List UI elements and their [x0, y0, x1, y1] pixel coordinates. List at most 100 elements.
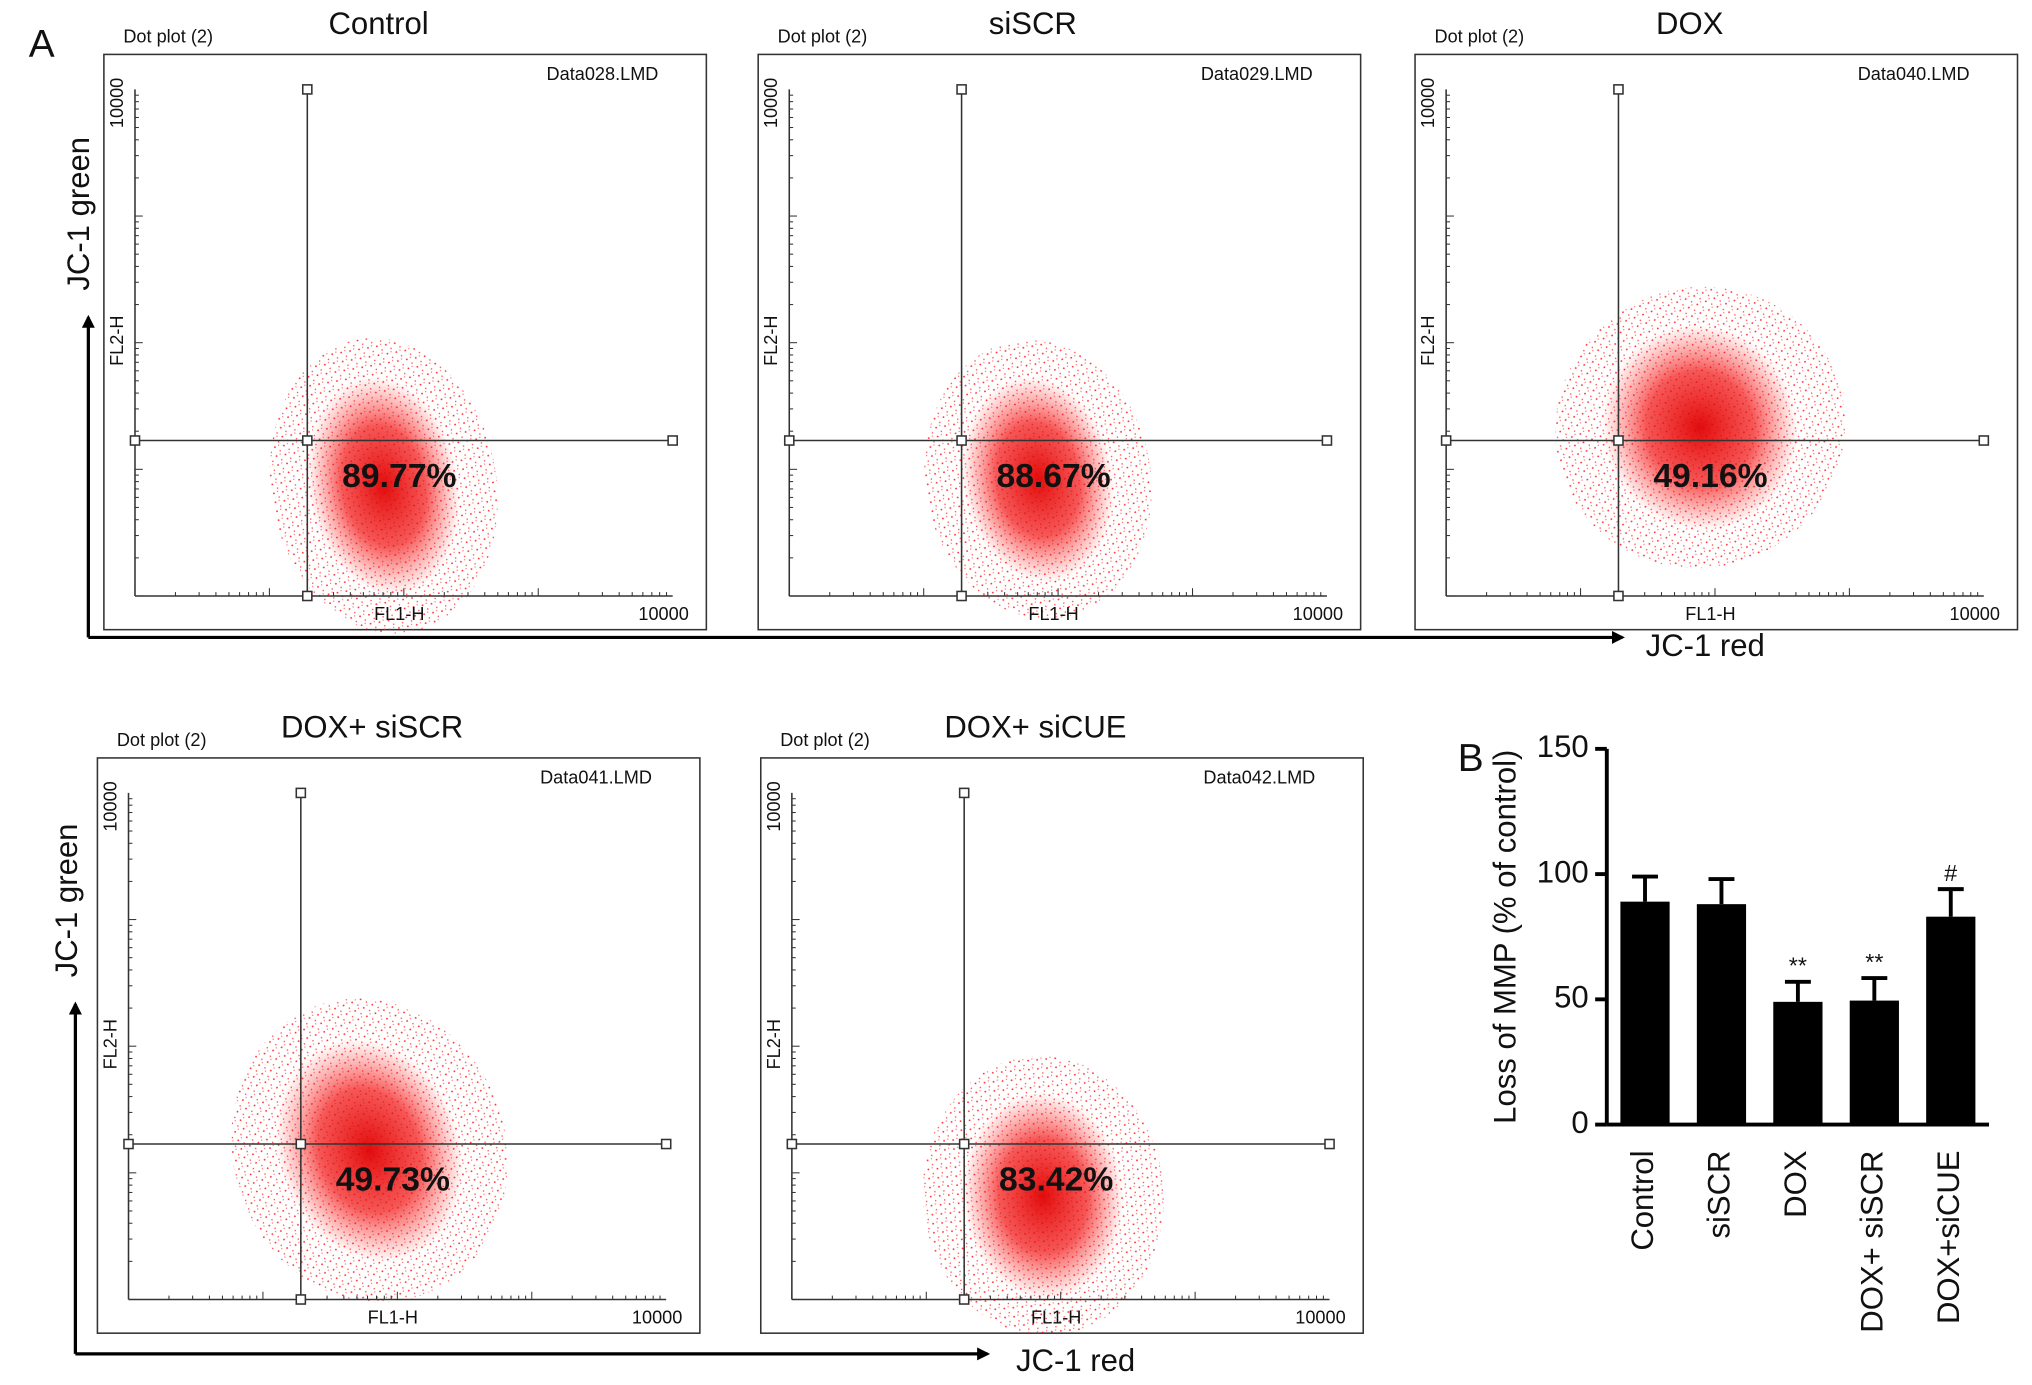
- dot-plot: DOX+ siCUE Dot plot (2) Data042.LMD FL1-H 10…: [759, 710, 1364, 1336]
- dot-plot: Control Dot plot (2) Data028.LMD FL1-H 10000…: [103, 6, 708, 634]
- cloud-core: [961, 376, 1115, 583]
- gate-handle: [1440, 435, 1452, 446]
- plot-title: DOX+ siSCR: [281, 710, 463, 745]
- gate-handle: [1613, 435, 1624, 446]
- y-axis-title: Loss of MMP (% of control): [1487, 750, 1522, 1124]
- event-cloud: [269, 338, 498, 634]
- gate-handle: [958, 1138, 970, 1150]
- bar: [1773, 1001, 1823, 1125]
- file-name: Data042.LMD: [1203, 767, 1315, 787]
- event-cloud: [924, 340, 1152, 619]
- dot-plot: DOX+ siSCR Dot plot (2) Data041.LMD FL1-H 10…: [96, 710, 701, 1334]
- plot-frame: [96, 757, 701, 1334]
- x-tick-label: DOX+siCUE: [1931, 1150, 1966, 1324]
- gate-percentage: 88.67%: [996, 458, 1110, 495]
- dot-plot: DOX Dot plot (2) Data040.LMD FL1-H 10000 FL2-…: [1414, 6, 2019, 631]
- gate-handle: [667, 435, 678, 446]
- gate-handle: [1613, 84, 1624, 95]
- y-axis-label: FL2-H: [761, 316, 781, 366]
- y-tick-label: 0: [1571, 1105, 1588, 1140]
- gate-handle: [295, 787, 307, 799]
- gate-handle: [301, 435, 313, 446]
- gate-handle: [295, 1294, 307, 1305]
- event-cloud: [231, 998, 508, 1303]
- row-x-label: JC-1 red: [1016, 1343, 1135, 1378]
- row-y-label: JC-1 green: [49, 824, 84, 978]
- gate-handle: [660, 1138, 672, 1150]
- y-max-label: 10000: [1418, 78, 1438, 128]
- gate-handle: [1978, 435, 1990, 446]
- file-name: Data040.LMD: [1858, 64, 1970, 84]
- plot-title: DOX: [1656, 6, 1724, 41]
- y-axis-label: FL2-H: [1418, 316, 1438, 366]
- y-max-label: 10000: [764, 781, 784, 831]
- file-name: Data041.LMD: [540, 767, 652, 787]
- plot-title: siSCR: [989, 6, 1077, 41]
- y-axis-label: FL2-H: [100, 1019, 120, 1069]
- x-max-label: 10000: [638, 604, 688, 624]
- x-tick-label: DOX: [1778, 1150, 1813, 1218]
- x-tick-label: DOX+ siSCR: [1855, 1150, 1890, 1332]
- gate-handle: [786, 1138, 798, 1150]
- cloud-core: [275, 1038, 464, 1263]
- y-axis-label: FL2-H: [107, 316, 127, 366]
- plot-title: Control: [328, 6, 428, 41]
- y-tick-label: 150: [1537, 729, 1589, 764]
- y-axis-label: FL2-H: [764, 1019, 784, 1069]
- gate-handle: [956, 435, 967, 446]
- significance-label: #: [1944, 860, 1957, 886]
- bar: [1620, 901, 1670, 1125]
- bar: [1849, 1000, 1899, 1125]
- row-y-label: JC-1 green: [61, 137, 96, 291]
- gate-percentage: 49.16%: [1653, 458, 1767, 495]
- file-name: Data028.LMD: [547, 64, 659, 84]
- gate-handle: [958, 787, 970, 799]
- panel-label: A: [29, 23, 55, 66]
- gate-handle: [1613, 590, 1624, 602]
- y-max-label: 10000: [100, 781, 120, 831]
- x-tick-label: siSCR: [1702, 1150, 1737, 1238]
- file-name: Data029.LMD: [1201, 64, 1313, 84]
- gate-handle: [129, 435, 141, 446]
- gate-handle: [123, 1138, 134, 1150]
- cloud-core: [1602, 324, 1799, 531]
- x-max-label: 10000: [1950, 604, 2000, 624]
- gate-handle: [1324, 1138, 1335, 1150]
- significance-label: **: [1865, 949, 1883, 975]
- gate-percentage: 83.42%: [999, 1161, 1113, 1198]
- x-axis-label: FL1-H: [1685, 604, 1735, 624]
- plot-name: Dot plot (2): [1434, 26, 1524, 46]
- y-max-label: 10000: [761, 78, 781, 128]
- panel-label: B: [1458, 737, 1484, 780]
- cloud-core: [307, 376, 461, 596]
- gate-handle: [783, 435, 795, 446]
- dot-plot: siSCR Dot plot (2) Data029.LMD FL1-H 10000 FL…: [757, 6, 1362, 631]
- x-max-label: 10000: [1295, 1308, 1345, 1328]
- bar: [1696, 904, 1747, 1125]
- event-cloud: [1554, 286, 1846, 569]
- bar: [1926, 916, 1976, 1125]
- x-axis-label: FL1-H: [374, 604, 424, 624]
- gate-handle: [295, 1138, 307, 1150]
- x-max-label: 10000: [1293, 604, 1343, 624]
- x-axis-label: FL1-H: [1028, 604, 1078, 624]
- gate-handle: [301, 590, 313, 602]
- gate-percentage: 49.73%: [336, 1161, 450, 1198]
- gate-handle: [956, 84, 967, 95]
- gate-handle: [301, 84, 313, 95]
- x-axis-label: FL1-H: [368, 1308, 418, 1328]
- y-tick-label: 100: [1537, 854, 1589, 889]
- plot-title: DOX+ siCUE: [944, 710, 1126, 745]
- y-max-label: 10000: [107, 78, 127, 128]
- y-tick-label: 50: [1554, 980, 1589, 1015]
- gate-handle: [1321, 435, 1333, 446]
- plot-name: Dot plot (2): [780, 730, 870, 750]
- plot-name: Dot plot (2): [123, 26, 213, 46]
- plot-frame: [757, 53, 1362, 631]
- significance-label: **: [1789, 953, 1807, 979]
- x-tick-label: Control: [1625, 1150, 1660, 1250]
- gate-percentage: 89.77%: [342, 458, 456, 495]
- plot-frame: [1414, 53, 2019, 631]
- plot-name: Dot plot (2): [117, 730, 207, 750]
